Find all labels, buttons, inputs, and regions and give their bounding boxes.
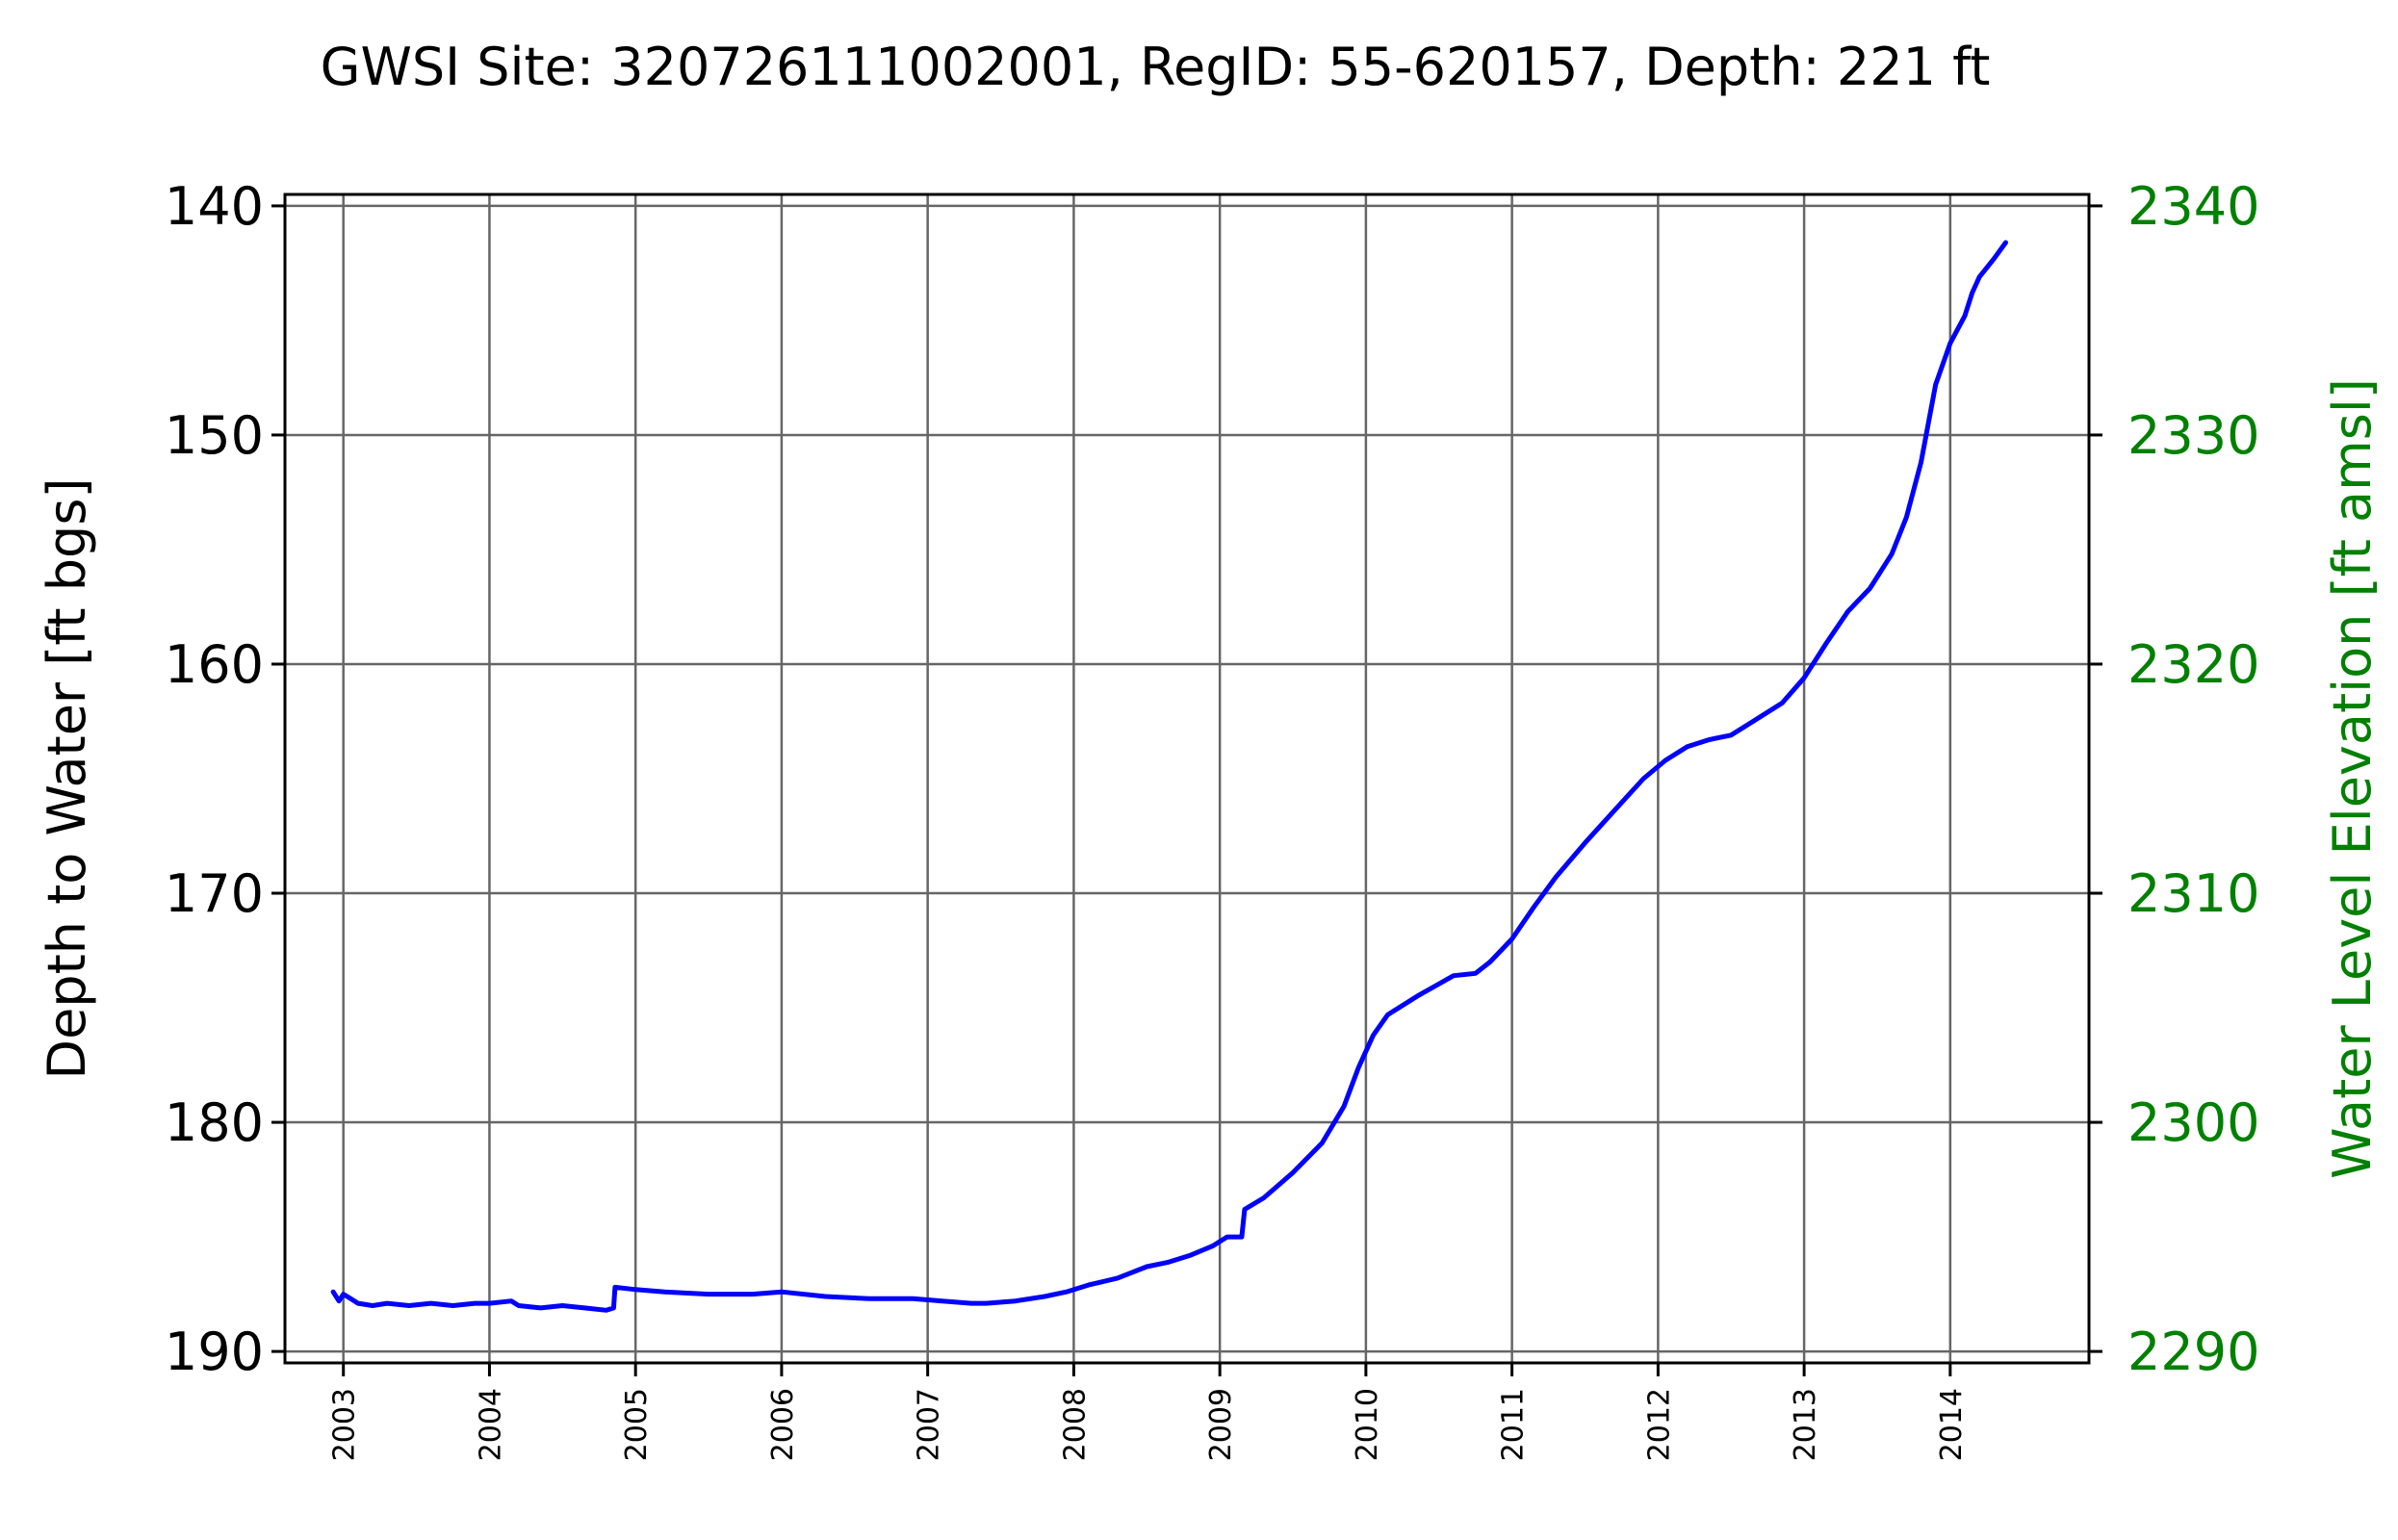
x-tick-label: 2006 [766, 1388, 800, 1461]
left-y-tick-label: 160 [165, 634, 264, 695]
x-tick-label: 2010 [1351, 1388, 1384, 1461]
x-tick-label: 2014 [1935, 1388, 1969, 1461]
x-axis: 2003 2004 2005 2006 2007 2008 2009 2010 2011 2012… [328, 1363, 1969, 1461]
x-tick-label: 2003 [328, 1388, 362, 1461]
right-y-axis: 2340 2330 2320 2310 2300 2290 [2089, 176, 2259, 1382]
left-y-axis: 140 150 160 170 180 190 [165, 176, 285, 1382]
x-tick-label: 2011 [1497, 1388, 1531, 1461]
plot-frame [283, 192, 2091, 1365]
left-y-tick-label: 150 [165, 405, 264, 466]
x-tick-label: 2005 [620, 1388, 654, 1461]
right-y-tick-label: 2340 [2127, 176, 2259, 237]
series-line [330, 240, 2008, 1313]
grid [285, 194, 2089, 1363]
left-y-tick-label: 190 [165, 1322, 264, 1382]
x-tick-label: 2007 [913, 1388, 946, 1461]
x-tick-label: 2013 [1789, 1388, 1822, 1461]
left-y-tick-label: 170 [165, 863, 264, 924]
left-y-tick-label: 180 [165, 1092, 264, 1153]
right-y-tick-label: 2300 [2127, 1092, 2259, 1153]
x-tick-label: 2012 [1642, 1388, 1676, 1461]
right-y-tick-label: 2310 [2127, 863, 2259, 924]
right-y-tick-label: 2320 [2127, 634, 2259, 695]
left-y-tick-label: 140 [165, 176, 264, 237]
right-y-axis-label: Water Level Elevation [ft amsl] [2322, 378, 2383, 1179]
chart-title: GWSI Site: 320726111002001, RegID: 55-62… [321, 37, 1991, 97]
x-tick-label: 2004 [474, 1388, 507, 1461]
left-y-axis-label: Depth to Water [ft bgs] [37, 477, 97, 1079]
x-tick-label: 2009 [1204, 1388, 1238, 1461]
right-y-tick-label: 2290 [2127, 1322, 2259, 1382]
right-y-tick-label: 2330 [2127, 405, 2259, 466]
x-tick-label: 2008 [1058, 1388, 1092, 1461]
series-layer [330, 240, 2008, 1313]
